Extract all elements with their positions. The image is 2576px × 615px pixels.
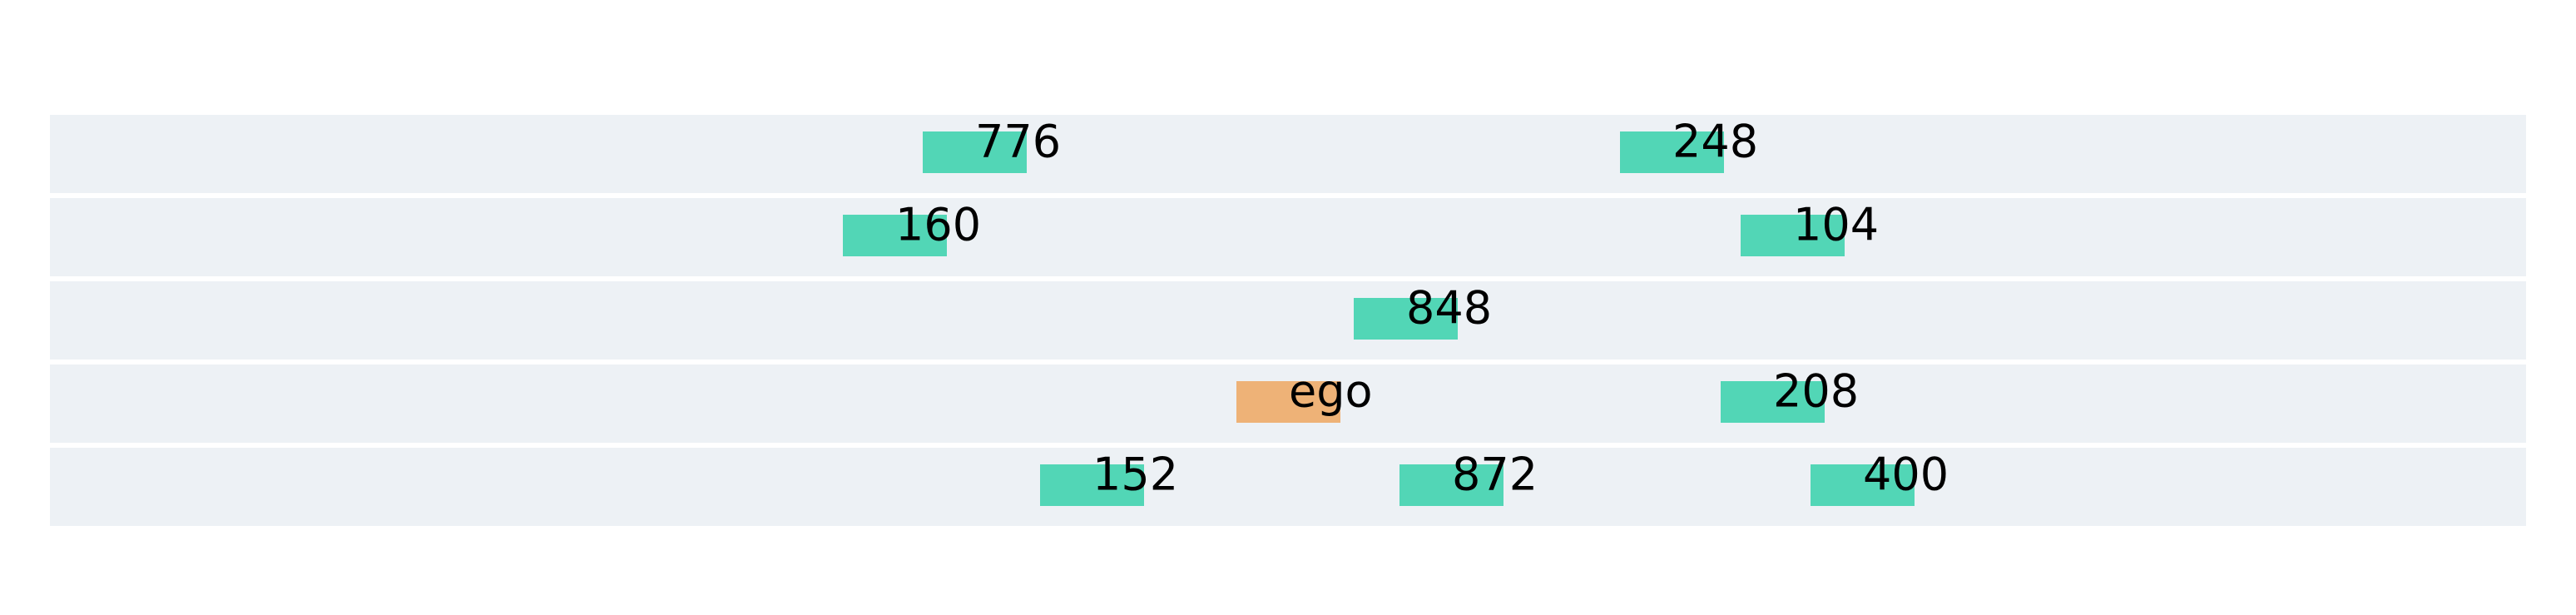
vehicle-box — [1741, 215, 1845, 256]
vehicle-label: 776 — [975, 116, 1061, 168]
ego-vehicle-box — [1236, 381, 1340, 423]
vehicle: 848 — [1354, 282, 1492, 340]
vehicle-box — [1399, 464, 1503, 506]
vehicle-box — [1354, 298, 1458, 340]
ego-vehicle-label: ego — [1289, 365, 1373, 418]
vehicle-box — [843, 215, 947, 256]
vehicle: 208 — [1721, 365, 1859, 423]
vehicle-box — [923, 131, 1027, 173]
vehicles-layer: 776 248 160 104 848 ego 208 152 872 400 — [843, 116, 1949, 506]
vehicle: 160 — [843, 199, 981, 256]
vehicle-label: 848 — [1406, 282, 1492, 335]
vehicle-box — [1811, 464, 1915, 506]
vehicle-label: 400 — [1863, 449, 1949, 501]
vehicle-label: 248 — [1672, 116, 1758, 168]
vehicle-label: 152 — [1092, 449, 1178, 501]
lane-5 — [50, 448, 2526, 526]
vehicle-box — [1040, 464, 1144, 506]
vehicle: 248 — [1620, 116, 1758, 173]
vehicle-label: 208 — [1773, 365, 1859, 418]
vehicle: 872 — [1399, 449, 1538, 506]
vehicle-box — [1721, 381, 1825, 423]
lane-2 — [50, 198, 2526, 276]
vehicle: 400 — [1811, 449, 1949, 506]
vehicle-label: 872 — [1452, 449, 1538, 501]
lane-1 — [50, 115, 2526, 193]
vehicle-label: 160 — [895, 199, 981, 251]
ego-vehicle: ego — [1236, 365, 1373, 423]
vehicle: 776 — [923, 116, 1061, 173]
lanes-layer — [50, 115, 2526, 526]
vehicle-box — [1620, 131, 1724, 173]
vehicle: 104 — [1741, 199, 1879, 256]
vehicle-label: 104 — [1793, 199, 1879, 251]
vehicle: 152 — [1040, 449, 1178, 506]
lane-3 — [50, 281, 2526, 360]
